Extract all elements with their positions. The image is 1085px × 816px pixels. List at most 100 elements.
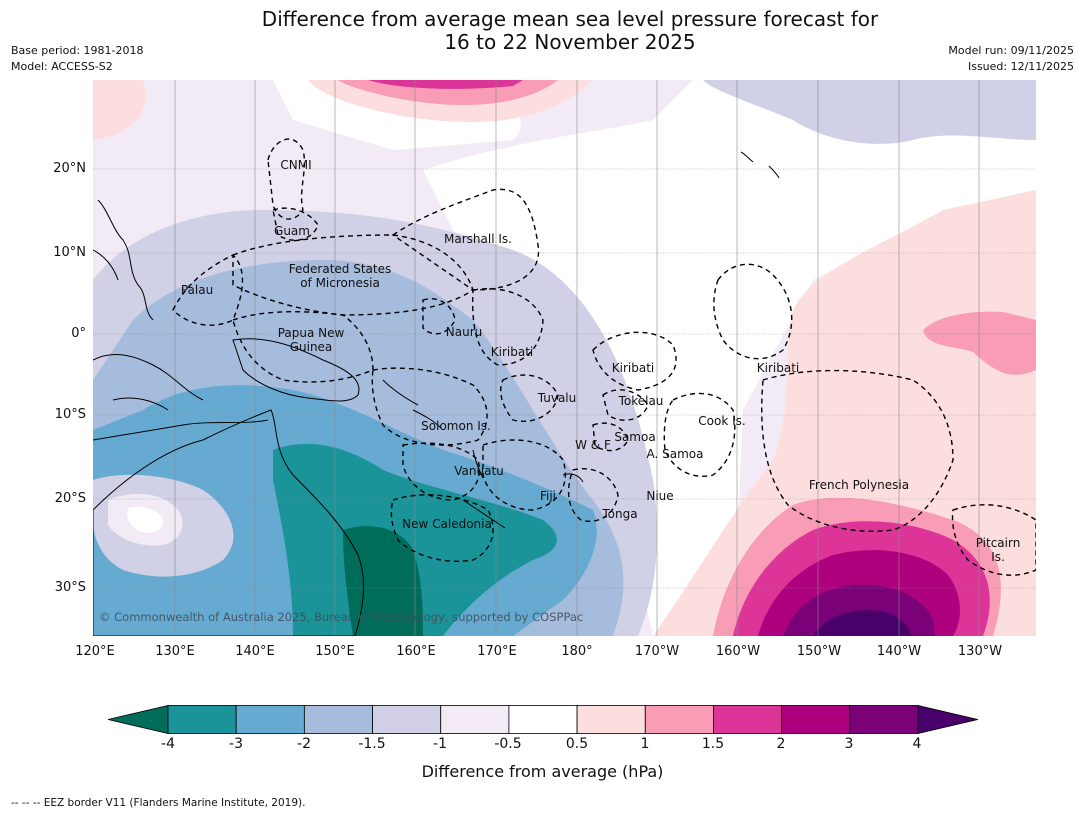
lat-label-30s: 30°S bbox=[54, 580, 86, 595]
colorbar-bin bbox=[781, 705, 851, 734]
eez-borders bbox=[172, 138, 1036, 576]
colorbar-tick: 1 bbox=[640, 736, 650, 752]
negative-4-west bbox=[343, 526, 423, 636]
map-title: Difference from average mean sea level p… bbox=[0, 8, 1085, 54]
base-period: Base period: 1981-2018 bbox=[11, 44, 144, 57]
label-palau: Palau bbox=[180, 283, 214, 297]
lon-label-150e: 150°E bbox=[315, 644, 355, 659]
eez-palau bbox=[172, 254, 244, 326]
label-png-line2: Guinea bbox=[289, 340, 333, 354]
copyright-notice: © Commonwealth of Australia 2025, Bureau… bbox=[99, 610, 584, 624]
positive-1-patch bbox=[923, 311, 1036, 375]
label-niue: Niue bbox=[646, 489, 674, 503]
lat-label-20s: 20°S bbox=[54, 491, 86, 506]
label-guam: Guam bbox=[274, 224, 310, 238]
colorbar-bin bbox=[576, 705, 646, 734]
map-panel[interactable] bbox=[93, 80, 1036, 636]
colorbar-tick: -1.5 bbox=[358, 736, 386, 752]
eez-cook bbox=[663, 392, 736, 477]
eez-new-caledonia bbox=[390, 494, 494, 562]
philippines-coast bbox=[93, 199, 154, 321]
label-vanuatu: Vanuatu bbox=[454, 464, 504, 478]
lon-label-160e: 160°E bbox=[396, 644, 436, 659]
eez-vanuatu bbox=[402, 442, 480, 501]
label-tuvalu: Tuvalu bbox=[537, 391, 577, 405]
label-pitcairn-line2: Is. bbox=[991, 550, 1005, 564]
label-fsm: Federated States of Micronesia bbox=[289, 262, 391, 290]
label-cnmi: CNMI bbox=[280, 158, 312, 172]
colorbar-tick: 3 bbox=[844, 736, 854, 752]
label-wf: W & F bbox=[575, 438, 611, 452]
positive-15-north bbox=[368, 80, 523, 89]
label-solomon: Solomon Is. bbox=[421, 419, 491, 433]
label-new-caledonia: New Caledonia bbox=[402, 517, 492, 531]
label-cook: Cook Is. bbox=[698, 414, 746, 428]
colorbar bbox=[108, 705, 978, 735]
eez-samoa bbox=[592, 422, 629, 452]
eez-tuvalu bbox=[500, 374, 559, 422]
lat-label-0: 0° bbox=[71, 326, 86, 341]
lon-label-120e: 120°E bbox=[75, 644, 115, 659]
negative-1-ne bbox=[703, 80, 1036, 144]
australia-coast bbox=[93, 409, 365, 636]
label-kiribati-west: Kiribati bbox=[490, 345, 534, 359]
colorbar-bin bbox=[440, 705, 510, 734]
label-fsm-line2: of Micronesia bbox=[300, 276, 380, 290]
lon-label-160w: 160°W bbox=[715, 644, 761, 659]
coastlines bbox=[93, 151, 780, 636]
colorbar-bin bbox=[644, 705, 714, 734]
label-american-samoa: A. Samoa bbox=[646, 447, 704, 461]
eez-french-polynesia bbox=[761, 369, 954, 532]
eez-nauru bbox=[422, 298, 456, 335]
lon-label-170e: 170°E bbox=[477, 644, 517, 659]
indonesia-coast bbox=[93, 354, 269, 441]
lon-label-150w: 150°W bbox=[796, 644, 842, 659]
neutral-sw bbox=[127, 506, 164, 533]
solomon-coast bbox=[382, 379, 442, 429]
eez-marshall bbox=[391, 188, 540, 291]
colorbar-under-arrow bbox=[108, 705, 169, 735]
lon-label-140e: 140°E bbox=[235, 644, 275, 659]
label-pitcairn-line1: Pitcairn bbox=[975, 536, 1021, 550]
colorbar-tick: -3 bbox=[229, 736, 243, 752]
issued-date: Issued: 12/11/2025 bbox=[967, 60, 1074, 73]
colorbar-tick: 0.5 bbox=[565, 736, 589, 752]
colorbar-bin bbox=[713, 705, 783, 734]
colorbar-over-arrow bbox=[917, 705, 978, 735]
label-marshall: Marshall Is. bbox=[444, 232, 512, 246]
colorbar-bin bbox=[508, 705, 578, 734]
positive-4-east bbox=[813, 610, 911, 636]
label-tokelau: Tokelau bbox=[618, 394, 664, 408]
label-png-line1: Papua New bbox=[277, 326, 345, 340]
title-line-1: Difference from average mean sea level p… bbox=[261, 7, 879, 31]
lon-label-140w: 140°W bbox=[876, 644, 922, 659]
label-fiji: Fiji bbox=[539, 489, 557, 503]
colorbar-bin bbox=[849, 705, 919, 734]
label-pitcairn: Pitcairn Is. bbox=[976, 536, 1021, 564]
lon-label-130w: 130°W bbox=[957, 644, 1003, 659]
lon-label-130e: 130°E bbox=[155, 644, 195, 659]
neutral-zone bbox=[423, 80, 1036, 636]
colorbar-tick: -2 bbox=[297, 736, 311, 752]
new-caledonia-coast bbox=[462, 499, 506, 529]
colorbar-tick: -1 bbox=[433, 736, 447, 752]
label-kiribati-central: Kiribati bbox=[611, 361, 655, 375]
colorbar-tick: -0.5 bbox=[494, 736, 522, 752]
hawaii-coast bbox=[740, 151, 780, 179]
lat-label-20n: 20°N bbox=[53, 161, 86, 176]
colorbar-bin bbox=[372, 705, 442, 734]
eez-footnote: -- -- -- EEZ border V11 (Flanders Marine… bbox=[11, 797, 306, 809]
colorbar-bin bbox=[167, 705, 237, 734]
eez-kiribati-east bbox=[713, 263, 793, 360]
positive-05-nw bbox=[93, 80, 146, 140]
label-nauru: Nauru bbox=[445, 325, 483, 339]
lon-label-180: 180° bbox=[561, 644, 593, 659]
colorbar-tick: 4 bbox=[912, 736, 922, 752]
label-samoa: Samoa bbox=[614, 430, 656, 444]
meta-right: Model run: 09/11/2025 Issued: 12/11/2025 bbox=[948, 43, 1074, 75]
eez-tonga bbox=[567, 468, 619, 522]
eez-solomon bbox=[371, 367, 488, 446]
eez-kiribati-west bbox=[471, 288, 544, 366]
label-fsm-line1: Federated States bbox=[288, 262, 392, 276]
colorbar-bin bbox=[303, 705, 373, 734]
